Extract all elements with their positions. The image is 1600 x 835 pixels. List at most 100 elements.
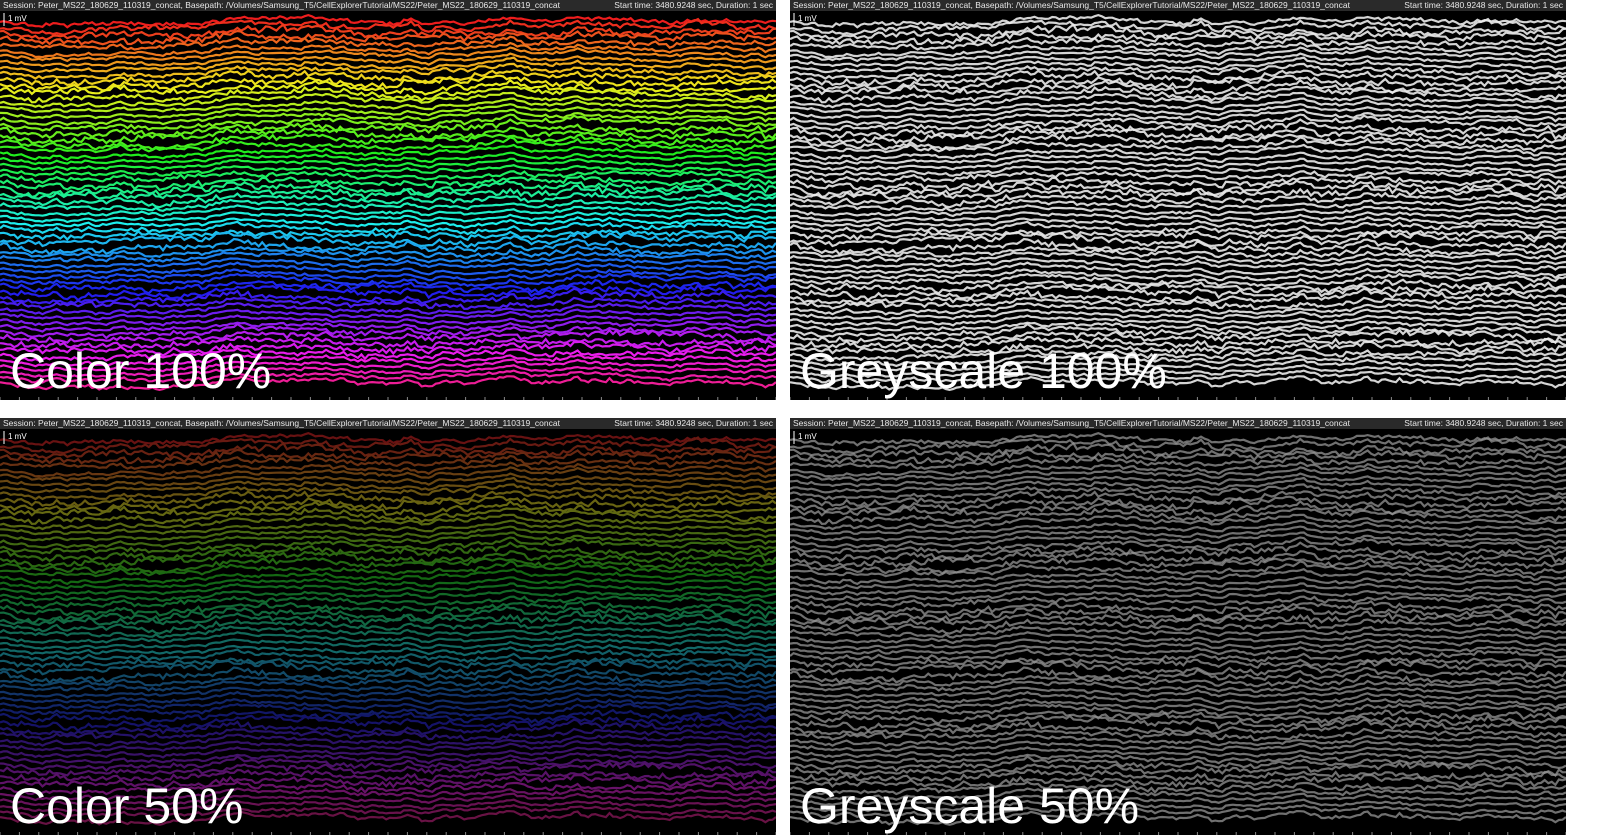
trace	[790, 659, 1566, 677]
trace	[0, 461, 776, 478]
trace	[0, 91, 776, 109]
trace	[790, 780, 1566, 796]
trace	[0, 599, 776, 617]
trace	[0, 625, 776, 639]
panel-label: Greyscale 50%	[800, 778, 1139, 834]
trace	[790, 531, 1566, 549]
trace	[0, 432, 776, 447]
trace	[0, 536, 776, 555]
trace	[790, 118, 1566, 140]
trace	[0, 364, 776, 378]
trace	[790, 358, 1566, 373]
trace	[0, 495, 776, 513]
trace	[790, 170, 1566, 185]
trace	[0, 56, 776, 74]
trace	[0, 184, 776, 201]
trace	[790, 599, 1566, 617]
trace	[790, 595, 1566, 610]
trace	[790, 432, 1566, 447]
trace	[790, 198, 1566, 213]
trace	[0, 287, 776, 305]
trace	[790, 278, 1566, 295]
trace	[0, 656, 776, 670]
trace	[0, 353, 776, 368]
trace	[790, 191, 1566, 209]
trace	[0, 118, 776, 140]
trace	[790, 151, 1566, 166]
trace	[790, 29, 1566, 46]
panel-label: Greyscale 100%	[800, 343, 1167, 399]
trace	[0, 375, 776, 392]
trace	[0, 35, 776, 51]
trace	[0, 29, 776, 46]
trace	[790, 560, 1566, 578]
trace	[790, 375, 1566, 392]
trace	[790, 126, 1566, 145]
trace	[790, 576, 1566, 590]
trace	[790, 41, 1566, 59]
trace	[790, 733, 1566, 748]
trace	[790, 237, 1566, 256]
trace	[790, 472, 1566, 488]
scale-label: 1 mV	[8, 432, 27, 441]
trace	[0, 314, 776, 327]
trace	[0, 136, 776, 154]
trace	[790, 727, 1566, 742]
trace	[790, 513, 1566, 531]
trace	[790, 556, 1566, 575]
trace	[790, 643, 1566, 657]
trace	[790, 605, 1566, 625]
trace	[0, 659, 776, 677]
trace	[0, 69, 776, 87]
trace	[790, 499, 1566, 518]
trace	[790, 364, 1566, 378]
trace	[0, 582, 776, 596]
trace	[790, 476, 1566, 494]
trace	[0, 610, 776, 627]
trace	[790, 792, 1566, 807]
session-info: Session: Peter_MS22_180629_110319_concat…	[3, 0, 561, 10]
trace	[0, 560, 776, 578]
trace	[790, 56, 1566, 74]
trace	[0, 230, 776, 249]
trace	[790, 91, 1566, 109]
trace	[790, 714, 1566, 733]
trace	[790, 13, 1566, 29]
trace	[0, 690, 776, 706]
trace	[0, 157, 776, 172]
trace	[0, 605, 776, 625]
trace	[0, 328, 776, 345]
trace	[790, 136, 1566, 154]
trace	[790, 631, 1566, 645]
trace	[0, 237, 776, 256]
trace	[790, 461, 1566, 478]
trace	[0, 672, 776, 688]
trace	[790, 184, 1566, 201]
trace	[0, 211, 776, 224]
trace	[0, 483, 776, 501]
trace	[790, 495, 1566, 513]
trace	[790, 697, 1566, 712]
trace	[790, 752, 1566, 765]
trace	[0, 697, 776, 712]
trace	[0, 466, 776, 482]
trace	[0, 727, 776, 742]
trace	[0, 733, 776, 748]
trace	[790, 679, 1566, 693]
trace	[0, 340, 776, 357]
trace	[790, 804, 1566, 819]
trace	[0, 787, 776, 802]
time-info: Start time: 3480.9248 sec, Duration: 1 s…	[614, 0, 774, 10]
time-info: Start time: 3480.9248 sec, Duration: 1 s…	[614, 418, 774, 428]
trace	[0, 170, 776, 185]
trace	[0, 220, 776, 236]
trace	[0, 638, 776, 651]
trace	[0, 643, 776, 657]
trace	[0, 85, 776, 104]
trace	[0, 556, 776, 575]
trace	[0, 278, 776, 295]
trace	[0, 17, 776, 36]
trace	[790, 267, 1566, 282]
trace	[0, 679, 776, 693]
trace	[0, 296, 776, 311]
